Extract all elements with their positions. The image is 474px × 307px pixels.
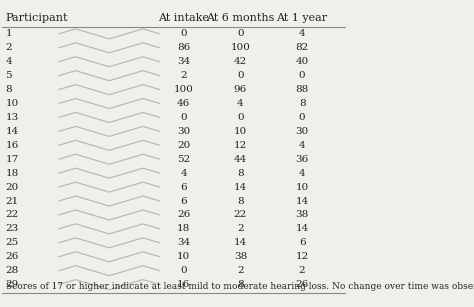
Text: Participant: Participant — [6, 13, 68, 23]
Text: 18: 18 — [177, 224, 191, 233]
Text: 14: 14 — [6, 127, 19, 136]
Text: 16: 16 — [177, 280, 191, 289]
Text: 0: 0 — [181, 29, 187, 38]
Text: 22: 22 — [234, 211, 247, 220]
Text: 88: 88 — [295, 85, 309, 94]
Text: 52: 52 — [177, 155, 191, 164]
Text: 86: 86 — [177, 43, 191, 52]
Text: 10: 10 — [177, 252, 191, 261]
Text: 26: 26 — [6, 252, 19, 261]
Text: At 6 months: At 6 months — [206, 13, 274, 23]
Text: 0: 0 — [237, 71, 244, 80]
Text: 14: 14 — [234, 238, 247, 247]
Text: 6: 6 — [181, 183, 187, 192]
Text: 0: 0 — [237, 113, 244, 122]
Text: 2: 2 — [6, 43, 12, 52]
Text: 12: 12 — [234, 141, 247, 150]
Text: 8: 8 — [237, 196, 244, 206]
Text: 22: 22 — [6, 211, 19, 220]
Text: 14: 14 — [295, 224, 309, 233]
Text: 12: 12 — [295, 252, 309, 261]
Text: 96: 96 — [234, 85, 247, 94]
Text: 20: 20 — [6, 183, 19, 192]
Text: 38: 38 — [234, 252, 247, 261]
Text: 16: 16 — [6, 141, 19, 150]
Text: 0: 0 — [181, 113, 187, 122]
Text: 40: 40 — [295, 57, 309, 66]
Text: 2: 2 — [237, 224, 244, 233]
Text: 2: 2 — [299, 266, 305, 275]
Text: 82: 82 — [295, 43, 309, 52]
Text: 25: 25 — [6, 238, 19, 247]
Text: 30: 30 — [295, 127, 309, 136]
Text: 4: 4 — [181, 169, 187, 178]
Text: 18: 18 — [6, 169, 19, 178]
Text: 8: 8 — [299, 99, 305, 108]
Text: 100: 100 — [174, 85, 194, 94]
Text: 30: 30 — [177, 127, 191, 136]
Text: 1: 1 — [6, 29, 12, 38]
Text: 2: 2 — [237, 266, 244, 275]
Text: At intake: At intake — [158, 13, 210, 23]
Text: 8: 8 — [237, 169, 244, 178]
Text: 4: 4 — [299, 29, 305, 38]
Text: 4: 4 — [237, 99, 244, 108]
Text: 26: 26 — [295, 280, 309, 289]
Text: 4: 4 — [299, 141, 305, 150]
Text: 10: 10 — [295, 183, 309, 192]
Text: 23: 23 — [6, 224, 19, 233]
Text: 46: 46 — [177, 99, 191, 108]
Text: 13: 13 — [6, 113, 19, 122]
Text: Scores of 17 or higher indicate at least mild to moderate hearing loss. No chang: Scores of 17 or higher indicate at least… — [6, 282, 474, 291]
Text: 17: 17 — [6, 155, 19, 164]
Text: 14: 14 — [234, 183, 247, 192]
Text: 6: 6 — [181, 196, 187, 206]
Text: 8: 8 — [6, 85, 12, 94]
Text: 10: 10 — [6, 99, 19, 108]
Text: 20: 20 — [177, 141, 191, 150]
Text: 2: 2 — [181, 71, 187, 80]
Text: 10: 10 — [234, 127, 247, 136]
Text: 26: 26 — [177, 211, 191, 220]
Text: 34: 34 — [177, 57, 191, 66]
Text: At 1 year: At 1 year — [276, 13, 328, 23]
Text: 14: 14 — [295, 196, 309, 206]
Text: 4: 4 — [299, 169, 305, 178]
Text: 6: 6 — [299, 238, 305, 247]
Text: 21: 21 — [6, 196, 19, 206]
Text: 5: 5 — [6, 71, 12, 80]
Text: 29: 29 — [6, 280, 19, 289]
Text: 44: 44 — [234, 155, 247, 164]
Text: 0: 0 — [299, 113, 305, 122]
Text: 100: 100 — [230, 43, 250, 52]
Text: 8: 8 — [237, 280, 244, 289]
Text: 0: 0 — [299, 71, 305, 80]
Text: 34: 34 — [177, 238, 191, 247]
Text: 28: 28 — [6, 266, 19, 275]
Text: 42: 42 — [234, 57, 247, 66]
Text: 0: 0 — [181, 266, 187, 275]
Text: 4: 4 — [6, 57, 12, 66]
Text: 36: 36 — [295, 155, 309, 164]
Text: 0: 0 — [237, 29, 244, 38]
Text: 38: 38 — [295, 211, 309, 220]
